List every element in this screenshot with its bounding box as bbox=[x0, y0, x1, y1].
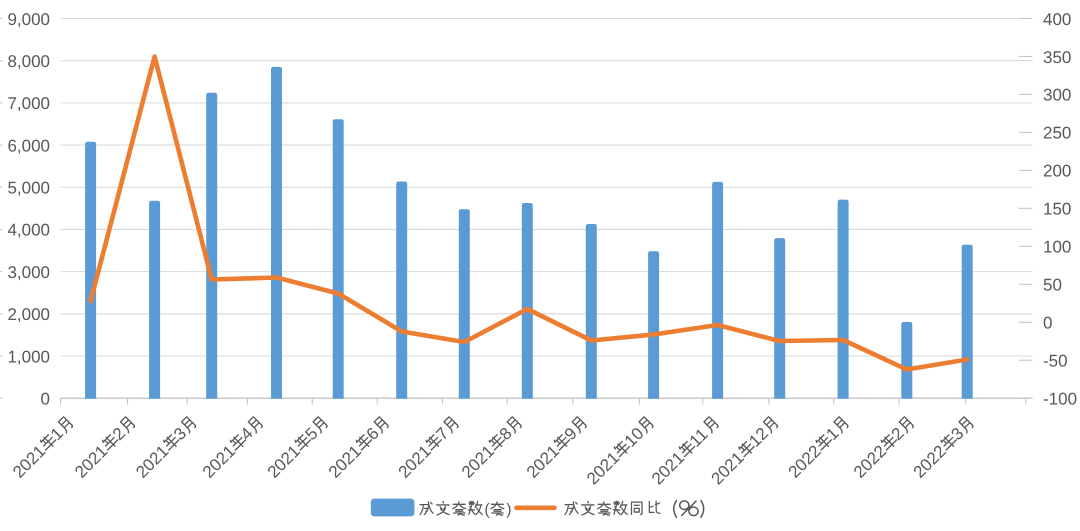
svg-text:50: 50 bbox=[1043, 276, 1062, 295]
svg-text:2,000: 2,000 bbox=[7, 305, 50, 324]
svg-text:6,000: 6,000 bbox=[7, 136, 50, 155]
svg-text:0: 0 bbox=[41, 390, 50, 409]
svg-text:200: 200 bbox=[1043, 162, 1071, 181]
svg-text:-50: -50 bbox=[1043, 352, 1068, 371]
svg-text:5,000: 5,000 bbox=[7, 179, 50, 198]
svg-text:7,000: 7,000 bbox=[7, 94, 50, 113]
svg-text:8,000: 8,000 bbox=[7, 52, 50, 71]
svg-text:0: 0 bbox=[1043, 314, 1052, 333]
svg-text:9,000: 9,000 bbox=[7, 10, 50, 29]
svg-text:150: 150 bbox=[1043, 200, 1071, 219]
svg-text:300: 300 bbox=[1043, 86, 1071, 105]
svg-text:4,000: 4,000 bbox=[7, 221, 50, 240]
svg-text:400: 400 bbox=[1043, 10, 1071, 29]
svg-text:(: ( bbox=[484, 501, 490, 518]
svg-text:1,000: 1,000 bbox=[7, 347, 50, 366]
svg-text:3,000: 3,000 bbox=[7, 263, 50, 282]
svg-text:): ) bbox=[506, 501, 511, 518]
svg-text:100: 100 bbox=[1043, 238, 1071, 257]
svg-text:-100: -100 bbox=[1043, 390, 1077, 409]
svg-text:250: 250 bbox=[1043, 124, 1071, 143]
svg-text:350: 350 bbox=[1043, 48, 1071, 67]
